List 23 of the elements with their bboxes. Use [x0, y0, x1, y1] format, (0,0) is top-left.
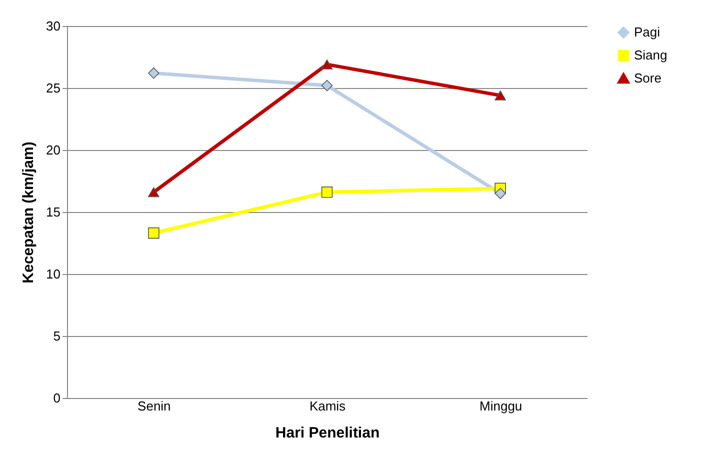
y-tick-label: 30: [46, 18, 60, 34]
y-axis-title: Kecepatan (km/jam): [20, 142, 38, 284]
y-tick-label: 20: [46, 142, 60, 158]
point: [494, 188, 506, 200]
y-tick-label: 15: [46, 204, 60, 220]
point: [321, 60, 333, 70]
x-tick-label: Minggu: [480, 398, 522, 414]
legend-label: Siang: [634, 48, 668, 62]
legend-label: Pagi: [634, 24, 660, 40]
y-tick-label: 10: [46, 266, 60, 282]
y-tick-label: 5: [53, 328, 60, 344]
y-tick-label: 0: [53, 390, 60, 406]
point: [321, 186, 333, 198]
x-tick-label: Kamis: [309, 398, 346, 414]
x-tick-label: Senin: [138, 398, 171, 414]
point: [148, 187, 160, 198]
point: [148, 67, 160, 79]
y-tick-label: 25: [46, 80, 60, 96]
point: [321, 80, 333, 92]
point: [494, 90, 506, 100]
point: [148, 227, 160, 239]
x-axis-title: Hari Penelitian: [275, 424, 380, 442]
legend-label: Sore: [634, 70, 662, 86]
